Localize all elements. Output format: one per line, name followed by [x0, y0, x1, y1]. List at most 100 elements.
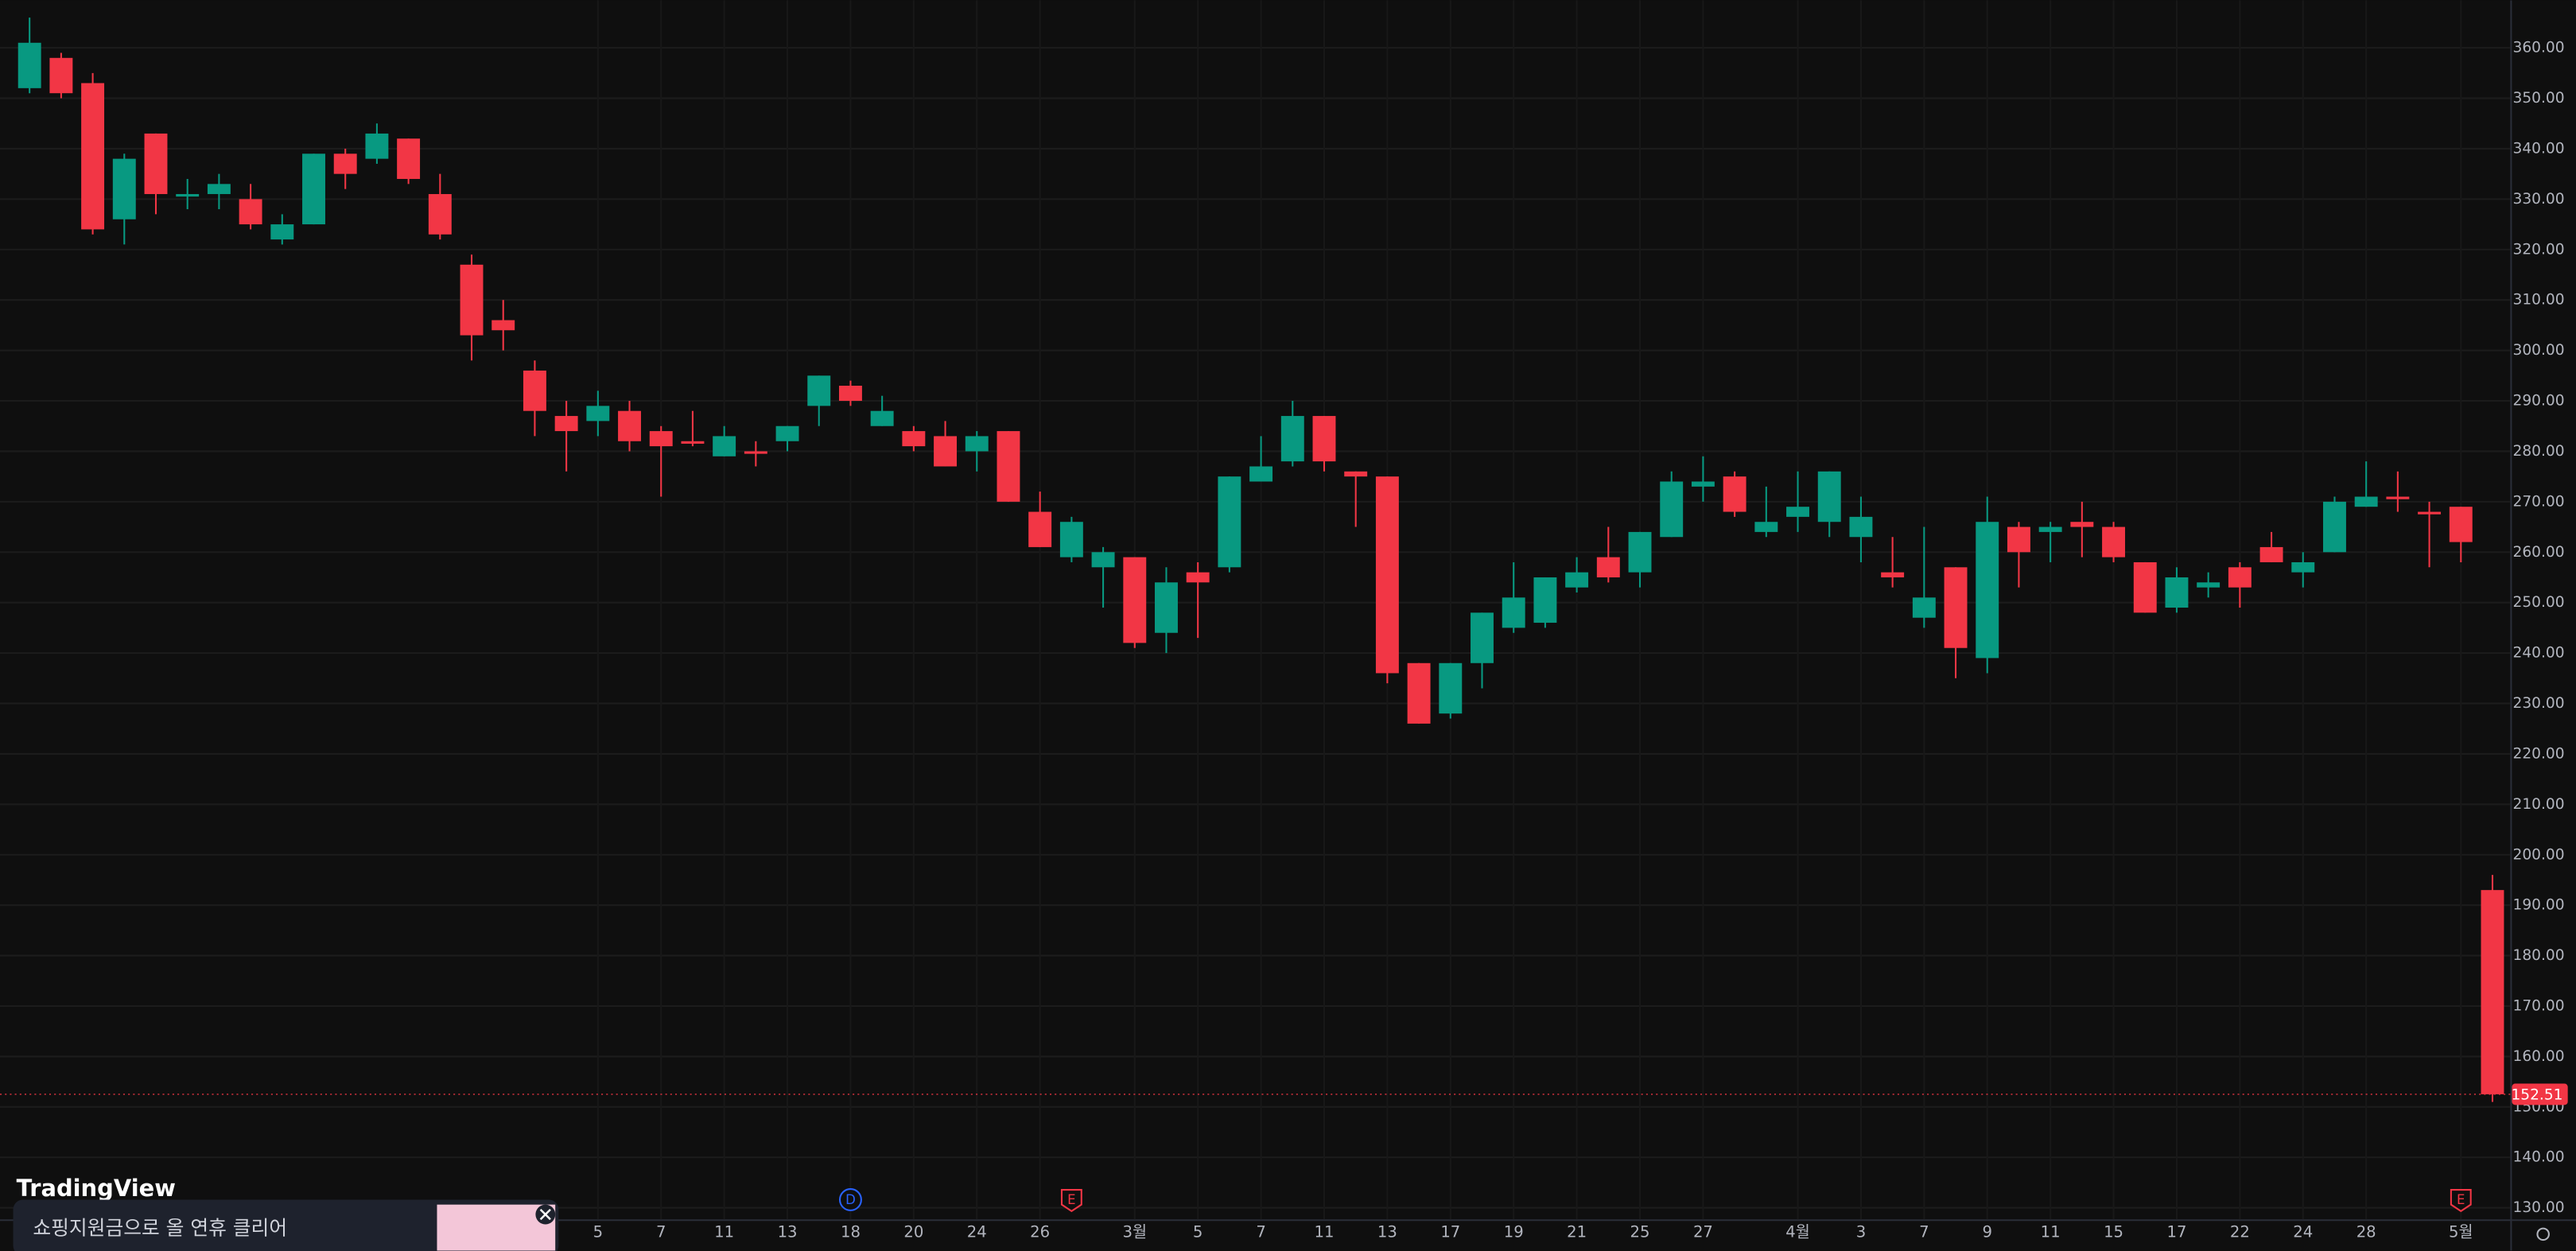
- x-tick-label: 21: [1567, 1222, 1587, 1241]
- axes: 130.00140.00150.00160.00170.00180.00190.…: [593, 40, 2568, 1241]
- ad-box: [13, 1199, 559, 1251]
- y-tick-label: 260.00: [2513, 544, 2565, 561]
- candle-body: [2449, 507, 2473, 542]
- candle-body: [2102, 526, 2126, 558]
- x-tick-label: 5: [1193, 1222, 1203, 1241]
- candle-body: [1723, 476, 1746, 512]
- candle-body: [1660, 481, 1684, 538]
- y-tick-label: 300.00: [2513, 342, 2565, 359]
- event-marker: [838, 1187, 862, 1211]
- candle-body: [1628, 531, 1652, 573]
- candle-body: [1849, 516, 1873, 538]
- candle-body: [112, 158, 136, 220]
- x-tick-label: 15: [2104, 1222, 2123, 1241]
- candle-body: [965, 436, 989, 452]
- x-tick-label: 3: [1856, 1222, 1866, 1241]
- candle-body: [1881, 572, 1905, 577]
- candle-body: [1565, 572, 1589, 588]
- candle-body: [1502, 597, 1525, 628]
- candle-body: [1976, 522, 1999, 659]
- candle-body: [807, 375, 831, 406]
- candle-body: [744, 451, 767, 454]
- x-tick-label: 28: [2356, 1222, 2376, 1241]
- x-tick-label: 9: [1982, 1222, 1991, 1241]
- candle-body: [81, 83, 105, 230]
- candle-body: [333, 153, 357, 174]
- candle-body: [1786, 507, 1809, 517]
- y-tick-label: 360.00: [2513, 40, 2565, 56]
- last-price-tag: [2512, 1083, 2568, 1105]
- candle-body: [1439, 662, 1463, 714]
- ad-text: 쇼핑지원금으로 올 연휴 클리어: [33, 1217, 287, 1240]
- x-tick-label: 13: [778, 1222, 798, 1241]
- candle-body: [49, 57, 73, 94]
- y-tick-label: 340.00: [2513, 140, 2565, 157]
- candle-body: [1944, 567, 1968, 648]
- y-tick-label: 140.00: [2513, 1149, 2565, 1166]
- y-tick-label: 350.00: [2513, 90, 2565, 107]
- y-tick-label: 180.00: [2513, 947, 2565, 964]
- candle-body: [1407, 662, 1431, 724]
- candle-body: [207, 184, 231, 195]
- candle-body: [2354, 496, 2378, 507]
- x-tick-label: 5: [593, 1222, 603, 1241]
- y-tick-label: 230.00: [2513, 695, 2565, 712]
- x-tick-label: 5월: [2449, 1222, 2473, 1241]
- candle-body: [1754, 522, 1778, 532]
- event-marker: [1060, 1189, 1082, 1213]
- candle-body: [460, 264, 484, 336]
- y-tick-label: 130.00: [2513, 1199, 2565, 1216]
- candle-body: [1817, 471, 1841, 523]
- x-tick-label: 11: [2041, 1222, 2061, 1241]
- candle-body: [428, 194, 452, 235]
- candle-body: [586, 406, 610, 422]
- event-label: D: [845, 1192, 856, 1207]
- y-tick-label: 210.00: [2513, 796, 2565, 813]
- x-tick-label: 26: [1030, 1222, 1050, 1241]
- settings-icon[interactable]: [2536, 1227, 2550, 1241]
- x-tick-label: 3월: [1123, 1222, 1148, 1241]
- x-tick-label: 20: [903, 1222, 923, 1241]
- ad-close-icon: [539, 1208, 551, 1221]
- x-tick-label: 7: [1919, 1222, 1929, 1241]
- candle-body: [1091, 552, 1115, 568]
- candle-body: [1123, 557, 1147, 643]
- candle-body: [1344, 471, 1368, 477]
- candle-body: [270, 224, 294, 240]
- y-tick-label: 200.00: [2513, 846, 2565, 863]
- candle-body: [1912, 597, 1936, 618]
- y-tick-label: 220.00: [2513, 745, 2565, 762]
- grid: [0, 0, 2511, 1220]
- x-tick-label: 22: [2230, 1222, 2250, 1241]
- candle-body: [713, 436, 736, 456]
- candle-body: [1375, 476, 1399, 674]
- candle-body: [2291, 561, 2315, 573]
- y-tick-label: 190.00: [2513, 897, 2565, 914]
- candle-body: [239, 199, 262, 225]
- candle-body: [1218, 476, 1241, 568]
- candle-body: [491, 320, 515, 331]
- candle-body: [523, 370, 546, 411]
- x-tick-label: 25: [1630, 1222, 1650, 1241]
- ad-banner[interactable]: 쇼핑지원금으로 올 연휴 클리어: [13, 1199, 559, 1251]
- x-tick-label: 4월: [1785, 1222, 1810, 1241]
- candle-body: [870, 410, 894, 426]
- y-tick-label: 280.00: [2513, 443, 2565, 460]
- candle-body: [2038, 526, 2062, 532]
- candle-body: [17, 42, 41, 88]
- candle-body: [1028, 511, 1052, 547]
- y-tick-label: 290.00: [2513, 393, 2565, 410]
- candle-body: [1059, 522, 1083, 558]
- last-price-label: 152.51: [2511, 1086, 2562, 1103]
- x-tick-label: 17: [2166, 1222, 2186, 1241]
- candle-body: [1691, 481, 1715, 487]
- candle-body: [1312, 416, 1336, 462]
- candle-body: [1471, 612, 1494, 663]
- candle-body: [618, 410, 641, 441]
- event-label: E: [2457, 1192, 2465, 1207]
- x-tick-label: 7: [1256, 1222, 1265, 1241]
- candle-body: [2007, 526, 2030, 553]
- candle-body: [1249, 466, 1273, 482]
- event-label: E: [1067, 1192, 1075, 1207]
- y-tick-label: 320.00: [2513, 241, 2565, 258]
